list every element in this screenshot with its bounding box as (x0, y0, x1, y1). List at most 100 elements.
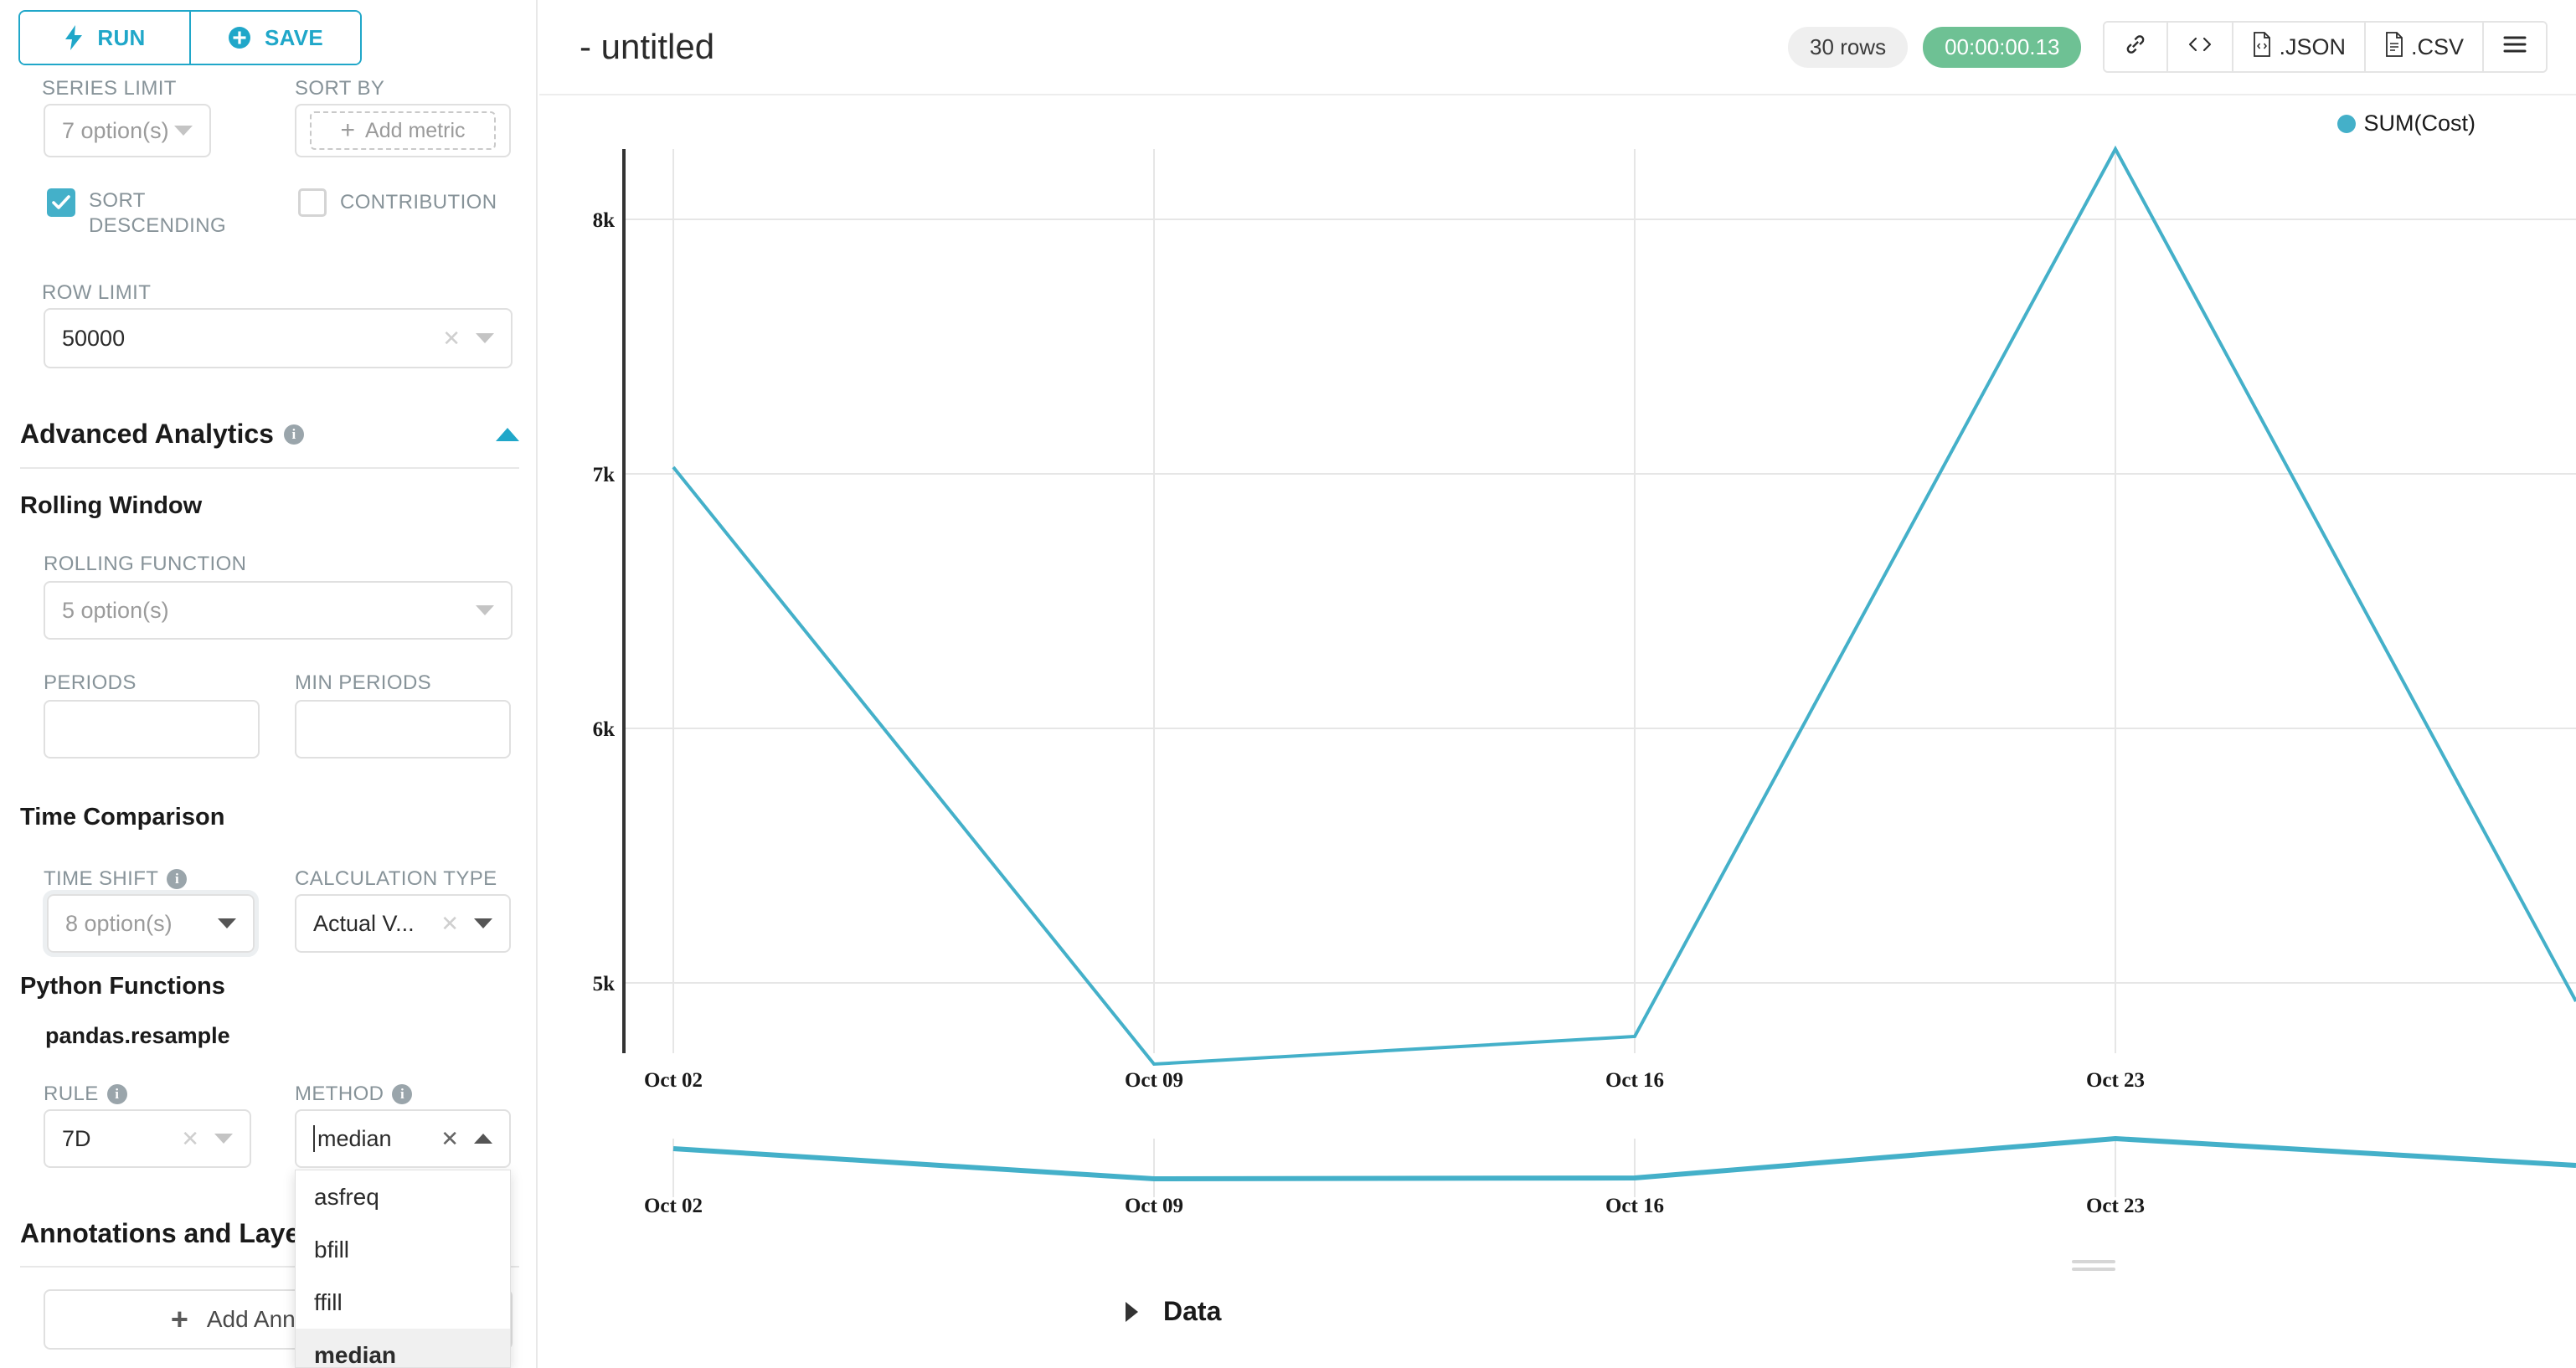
min-periods-input[interactable] (295, 700, 511, 759)
python-functions-title: Python Functions (20, 973, 225, 1000)
clear-icon[interactable]: ✕ (440, 911, 459, 936)
chart-header: - untitled 30 rows 00:00:00.13 (539, 0, 2576, 95)
text-cursor (313, 1125, 315, 1152)
info-icon[interactable]: i (283, 424, 304, 445)
advanced-analytics-title: Advanced Analytics (20, 419, 274, 449)
periods-label: PERIODS (44, 671, 137, 694)
calculation-type-select[interactable]: Actual V... ✕ (295, 894, 511, 953)
run-button[interactable]: RUN (20, 12, 191, 64)
series-limit-select[interactable]: 7 option(s) (44, 104, 211, 157)
annotations-title: Annotations and Laye (20, 1218, 301, 1248)
clear-icon[interactable]: ✕ (440, 1126, 459, 1151)
save-button[interactable]: SAVE (191, 12, 360, 64)
chevron-down-icon[interactable] (214, 1134, 233, 1144)
series-limit-value: 7 option(s) (62, 117, 169, 143)
view-code-button[interactable] (2168, 23, 2234, 71)
chevron-down-icon[interactable] (476, 333, 494, 343)
control-panel: RUN SAVE SERIES LIMIT 7 option(s) (0, 0, 538, 1368)
hamburger-menu-icon (2502, 34, 2527, 60)
chevron-down-icon[interactable] (476, 605, 494, 615)
csv-file-icon (2384, 31, 2404, 63)
clear-icon[interactable]: ✕ (442, 326, 461, 351)
row-limit-select[interactable]: 50000 ✕ (44, 308, 513, 368)
calculation-type-label: CALCULATION TYPE (295, 867, 497, 890)
share-link-button[interactable] (2105, 23, 2169, 71)
min-periods-label: MIN PERIODS (295, 671, 432, 694)
svg-text:Oct 02: Oct 02 (644, 1069, 703, 1092)
dropdown-option-median[interactable]: median (296, 1329, 510, 1367)
info-icon[interactable]: i (167, 869, 188, 889)
rolling-function-value: 5 option(s) (62, 597, 169, 623)
grid-lines (623, 219, 2576, 984)
row-limit-label: ROW LIMIT (42, 281, 152, 304)
brush-overview-svg[interactable]: Oct 02 Oct 09 Oct 16 Oct 23 (539, 0, 2576, 1368)
time-comparison-title: Time Comparison (20, 804, 225, 831)
svg-text:Oct 16: Oct 16 (1605, 1069, 1664, 1092)
chart-resize-handle[interactable] (2072, 1260, 2115, 1273)
share-link-icon (2123, 32, 2148, 63)
row-limit-value: 50000 (62, 325, 126, 351)
download-json-button[interactable]: .JSON (2233, 23, 2366, 71)
chevron-up-icon[interactable] (496, 427, 519, 441)
dropdown-option-bfill[interactable]: bfill (314, 1236, 350, 1263)
sort-by-drop-zone[interactable]: + Add metric (295, 104, 511, 157)
sort-descending-checkbox[interactable]: SORT DESCENDING (47, 188, 256, 239)
method-dropdown-menu[interactable]: asfreq bfill ffill median (295, 1170, 511, 1368)
chart-header-actions: 30 rows 00:00:00.13 (1788, 21, 2548, 73)
download-csv-button[interactable]: .CSV (2365, 23, 2484, 71)
line-chart-svg: 8k 7k 6k 5k Oct 02 Oct 09 Oct 16 Oct 23 (593, 145, 2576, 1092)
method-value: median (317, 1125, 392, 1151)
rolling-window-title: Rolling Window (20, 492, 203, 519)
rule-value: 7D (62, 1125, 91, 1151)
chevron-down-icon[interactable] (174, 126, 193, 136)
row-count-badge: 30 rows (1788, 26, 1909, 68)
plus-icon: + (340, 116, 356, 144)
chevron-right-icon (1126, 1301, 1138, 1322)
svg-text:Oct 23: Oct 23 (2086, 1195, 2145, 1217)
method-label: METHOD i (295, 1083, 413, 1106)
time-shift-select[interactable]: 8 option(s) (43, 890, 259, 957)
clear-icon[interactable]: ✕ (181, 1126, 199, 1151)
chevron-up-icon[interactable] (474, 1134, 492, 1144)
chart-legend[interactable]: SUM(Cost) (2336, 111, 2476, 136)
plus-circle-icon (228, 26, 251, 49)
divider (20, 1266, 519, 1268)
info-icon[interactable]: i (106, 1084, 127, 1104)
sort-by-label: SORT BY (295, 77, 385, 100)
brush-grid-lines (672, 1139, 2116, 1197)
legend-color-swatch (2336, 114, 2356, 133)
run-button-label: RUN (97, 24, 146, 50)
chart-action-button-group: .JSON .CSV (2103, 21, 2548, 73)
run-save-button-group: RUN SAVE (18, 10, 362, 65)
time-shift-value: 8 option(s) (65, 910, 173, 936)
method-select[interactable]: median ✕ (295, 1109, 511, 1168)
rule-label: RULE i (44, 1083, 127, 1106)
csv-label: .CSV (2410, 33, 2464, 59)
checkbox-checked-icon (47, 188, 75, 217)
svg-text:5k: 5k (593, 973, 616, 995)
info-icon[interactable]: i (392, 1084, 413, 1104)
checkbox-unchecked-icon (298, 188, 327, 217)
chevron-down-icon[interactable] (474, 918, 492, 928)
dropdown-option-asfreq[interactable]: asfreq (314, 1183, 379, 1210)
dropdown-option-ffill[interactable]: ffill (314, 1288, 343, 1315)
legend-label: SUM(Cost) (2363, 111, 2476, 136)
add-metric-button[interactable]: + Add metric (310, 111, 496, 150)
rule-select[interactable]: 7D ✕ (44, 1109, 251, 1168)
rolling-function-label: ROLLING FUNCTION (44, 553, 247, 575)
annotations-header[interactable]: Annotations and Laye (20, 1218, 519, 1249)
page-title: - untitled (580, 27, 715, 66)
pandas-resample-subtitle: pandas.resample (45, 1023, 230, 1048)
contribution-checkbox[interactable]: CONTRIBUTION (298, 188, 497, 217)
series-limit-label: SERIES LIMIT (42, 77, 177, 100)
periods-input[interactable] (44, 700, 260, 759)
more-menu-button[interactable] (2484, 23, 2546, 71)
rolling-function-select[interactable]: 5 option(s) (44, 581, 513, 640)
chevron-down-icon[interactable] (218, 918, 236, 928)
code-icon (2187, 33, 2213, 61)
data-section-toggle[interactable]: Data (1126, 1296, 1221, 1327)
chart-panel: - untitled 30 rows 00:00:00.13 (539, 0, 2576, 1368)
svg-text:7k: 7k (593, 464, 616, 486)
advanced-analytics-header[interactable]: Advanced Analytics i (20, 419, 519, 450)
contribution-label: CONTRIBUTION (340, 191, 497, 213)
